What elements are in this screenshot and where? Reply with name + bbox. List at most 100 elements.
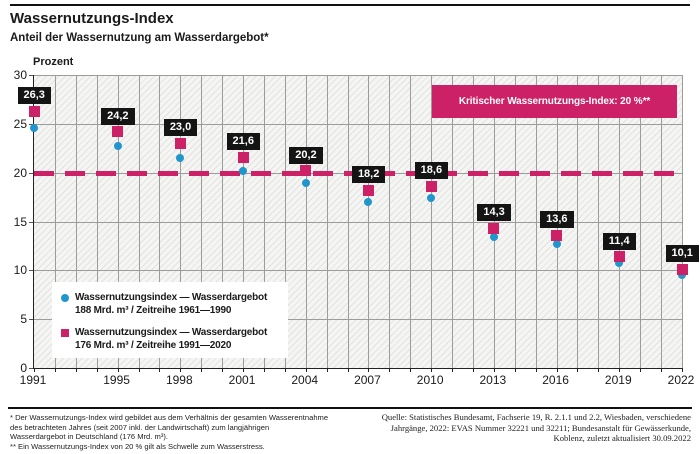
x-axis-tick [263,368,265,372]
vertical-gridline [305,75,307,368]
data-point-pink [112,126,124,138]
vertical-gridline [54,75,56,368]
chart-legend: Wassernutzungsindex — Wasserdargebot 188… [52,282,288,358]
footnotes: * Der Wassernutzungs-Index wird gebildet… [10,413,328,452]
data-point-value-label: 20,2 [289,146,323,164]
x-axis-tick [598,368,600,372]
vertical-gridline [117,75,119,368]
x-axis-tick [75,368,77,372]
horizontal-gridline [34,75,682,76]
data-point-blue [30,123,38,132]
x-axis-tick [410,368,412,372]
vertical-gridline [96,75,98,368]
data-point-blue [615,259,624,268]
plot-area: 26,3 24,2 23,0 21,6 20,2 18,2 18,6 14,3 13,6 11,4… [17,75,699,372]
data-point-pink [488,222,500,234]
x-axis-tick [368,368,370,372]
x-axis-tick [159,368,161,372]
x-axis-tick [640,368,642,372]
legend-item-line2: 176 Mrd. m³ / Zeitreihe 1991—2020 [75,340,232,351]
x-axis-tick [222,368,224,372]
x-axis-tick-label: 2010 [416,373,444,387]
y-axis-tick-label: 10 [13,263,27,278]
vertical-gridline [263,75,265,368]
data-point-blue [489,233,498,242]
x-axis-tick [117,368,119,372]
data-point-blue [239,166,248,175]
x-axis-tick [535,368,537,372]
data-point-pink [551,229,563,241]
source-line: Quelle: Statistisches Bundesamt, Fachser… [381,412,691,422]
x-axis-tick-label: 2019 [604,373,632,387]
x-axis-tick [493,368,495,372]
data-point-value-label: 21,6 [226,133,260,151]
x-axis-tick [514,368,516,372]
y-axis-tick-label: 20 [13,165,27,180]
footnote-line: des betrachteten Jahres (seit 2007 inkl.… [10,422,270,432]
source-attribution: Quelle: Statistisches Bundesamt, Fachser… [382,412,691,444]
x-axis-tick-label: 1995 [103,373,130,387]
legend-item-line2: 188 Mrd. m³ / Zeitreihe 1961—1990 [75,305,232,316]
data-point-pink [174,137,186,149]
y-axis-tick-label: 25 [13,116,27,131]
data-point-value-label: 26,3 [17,87,51,105]
threshold-banner-label: Kritischer Wassernutzungs-Index: 20 %** [458,96,651,107]
vertical-gridline [535,75,537,368]
data-point-value-label: 18,2 [351,166,386,184]
legend-item-wasserdargebot-176: Wassernutzungsindex — Wasserdargebot 176… [61,326,283,352]
x-axis-tick-label: 2007 [354,373,381,387]
data-point-pink [300,165,312,177]
footer-divider [8,407,692,409]
vertical-gridline [452,75,454,368]
x-axis-tick [243,368,245,372]
x-axis-tick [347,368,349,372]
footnote-line: Wasserdargebot in Deutschland (176 Mrd. … [10,432,168,442]
data-point-value-label: 13,6 [540,211,574,229]
vertical-gridline [577,75,579,368]
vertical-gridline [138,75,140,368]
vertical-gridline [619,75,621,368]
data-point-pink [28,105,40,117]
x-axis-tick-label: 2004 [291,373,319,387]
data-point-pink [613,251,625,263]
data-point-value-label: 18,6 [414,162,449,180]
data-point-value-label: 14,3 [477,204,511,222]
vertical-gridline [682,75,683,368]
footnote-line: * Der Wassernutzungs-Index wird gebildet… [10,413,329,422]
x-axis-tick [389,368,391,372]
top-divider [10,4,690,6]
vertical-gridline [347,75,349,368]
vertical-gridline [368,75,370,368]
data-point-blue [176,154,185,163]
x-axis-tick-label: 2013 [479,373,507,387]
y-axis-tick [29,221,33,223]
y-axis-tick [29,368,33,369]
y-axis-tick-label: 15 [13,214,27,229]
data-point-value-label: 24,2 [101,107,135,125]
data-point-pink [676,263,688,275]
data-point-blue [301,179,310,188]
page-subtitle: Anteil der Wassernutzung am Wasserdargeb… [10,32,269,44]
vertical-gridline [180,75,182,368]
y-axis-tick [29,172,33,174]
x-axis-tick [682,368,683,372]
vertical-gridline [243,75,245,368]
vertical-gridline [284,75,286,368]
data-point-blue [678,271,686,280]
x-axis-tick [577,368,579,372]
x-axis-tick-label: 2022 [667,373,695,387]
x-axis-tick [326,368,328,372]
data-point-blue [364,197,373,206]
vertical-gridline [598,75,600,368]
data-point-pink [362,184,374,196]
data-point-value-label: 10,1 [665,245,699,263]
data-point-value-label: 11,4 [602,232,636,250]
y-axis-tick-label: 5 [20,312,27,327]
x-axis-tick [201,368,203,372]
x-axis-tick [305,368,307,372]
x-axis-tick-label: 1991 [19,373,47,387]
y-axis-tick [29,319,33,321]
vertical-gridline [326,75,328,368]
source-line: Koblenz, zuletzt aktualisiert 30.09.2022 [553,433,691,444]
data-point-blue [552,239,561,248]
